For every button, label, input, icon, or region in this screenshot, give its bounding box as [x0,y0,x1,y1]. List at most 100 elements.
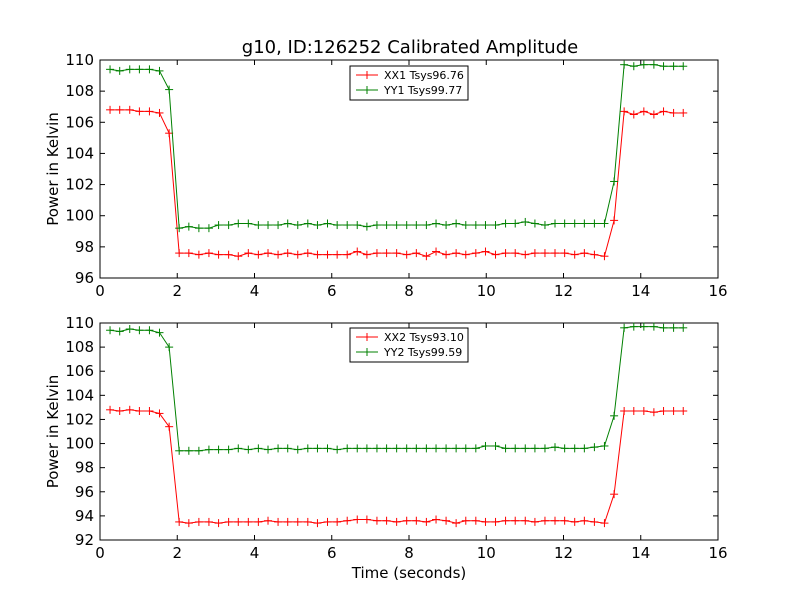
data-point [412,249,421,258]
data-point [629,407,638,416]
data-point [264,516,273,525]
data-point [313,444,322,453]
data-point [175,446,184,455]
data-point [234,252,243,261]
x-tick-label: 14 [631,282,650,300]
data-point [175,249,184,258]
y-tick-label: 110 [65,314,94,332]
data-point [551,219,560,228]
data-point [125,105,134,114]
x-tick-label: 8 [404,544,414,562]
data-point [620,107,629,116]
data-point [184,249,193,258]
data-point [659,107,668,116]
data-point [422,444,431,453]
legend-entry-label: XX2 Tsys93.10 [384,331,464,344]
data-point [530,517,539,526]
data-point [254,517,263,526]
data-point [551,249,560,258]
y-tick-label: 96 [75,483,94,501]
data-point [590,517,599,526]
data-point [323,517,332,526]
data-point [442,516,451,525]
data-point [244,445,253,454]
data-point [135,326,144,335]
data-point [353,221,362,230]
data-point [165,85,174,94]
data-point [679,62,688,71]
x-tick-label: 0 [95,544,105,562]
data-point [115,105,124,114]
data-point [600,441,609,450]
data-point [244,517,253,526]
data-point [521,217,530,226]
data-point [649,110,658,119]
series-yy [106,322,688,455]
data-point [590,250,599,259]
x-tick-label: 14 [631,544,650,562]
data-point [372,249,381,258]
data-point [125,65,134,74]
data-point [244,219,253,228]
data-point [521,516,530,525]
legend-entry-label: YY1 Tsys99.77 [383,84,462,97]
y-tick-label: 106 [65,113,94,131]
data-point [204,517,213,526]
data-point [560,249,569,258]
data-point [521,444,530,453]
data-point [491,250,500,259]
data-point [184,446,193,455]
y-tick-label: 100 [65,207,94,225]
data-point [481,517,490,526]
data-point [194,224,203,233]
data-point [659,62,668,71]
series-yy [106,60,688,233]
data-point [125,405,134,414]
data-point [491,441,500,450]
data-point [264,445,273,454]
data-point [629,110,638,119]
data-point [353,247,362,256]
data-point [343,221,352,230]
data-point [412,516,421,525]
data-point [669,108,678,117]
data-point [432,219,441,228]
y-tick-label: 100 [65,435,94,453]
data-point [106,105,115,114]
x-tick-label: 0 [95,282,105,300]
data-point [313,221,322,230]
data-point [580,249,589,258]
y-tick-label: 92 [75,531,94,549]
data-point [461,516,470,525]
data-point [353,444,362,453]
y-tick-label: 108 [65,338,94,356]
data-point [560,219,569,228]
data-point [362,515,371,524]
data-point [333,517,342,526]
y-tick-label: 104 [65,144,94,162]
data-point [392,444,401,453]
y-tick-label: 108 [65,82,94,100]
data-point [264,249,273,258]
data-point [224,517,233,526]
data-point [145,65,154,74]
data-point [402,516,411,525]
data-point [530,249,539,258]
data-point [303,219,312,228]
data-point [362,444,371,453]
data-point [679,108,688,117]
data-point [214,445,223,454]
data-point [412,221,421,230]
data-point [659,407,668,416]
data-point [106,405,115,414]
data-point [620,323,629,332]
data-point [452,219,461,228]
data-point [540,444,549,453]
data-point [452,249,461,258]
data-point [471,444,480,453]
data-point [471,249,480,258]
data-point [135,65,144,74]
data-point [145,407,154,416]
data-point [580,444,589,453]
